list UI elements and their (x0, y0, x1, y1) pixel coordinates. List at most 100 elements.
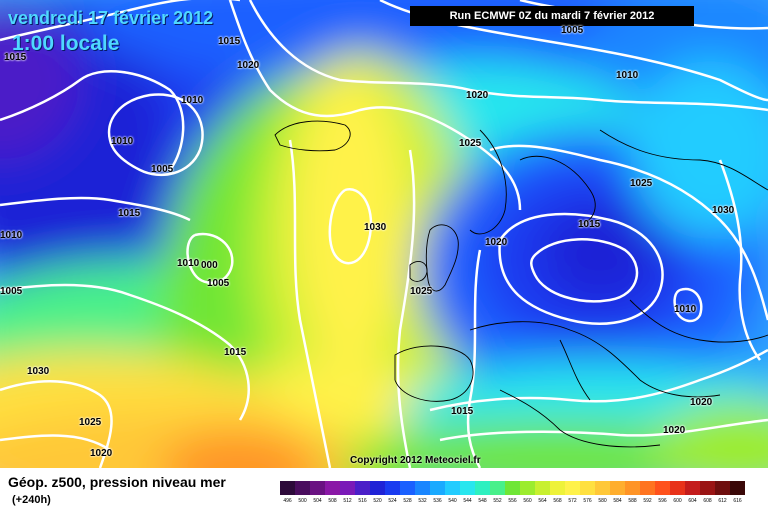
scale-tick-label: 612 (718, 498, 727, 504)
scale-tick-label: 568 (553, 498, 562, 504)
scale-swatch (325, 481, 340, 495)
copyright-notice: Copyright 2012 Meteociel.fr (350, 455, 481, 466)
scale-swatch (310, 481, 325, 495)
scale-swatch (415, 481, 430, 495)
scale-swatch (670, 481, 685, 495)
isobar-label: 1010 (674, 304, 697, 315)
scale-swatch (490, 481, 505, 495)
isobar-label: 1020 (90, 448, 113, 459)
isobar-label: 1015 (224, 347, 247, 358)
scale-swatch (610, 481, 625, 495)
scale-tick-label: 500 (298, 498, 307, 504)
scale-swatch (685, 481, 700, 495)
isobar-label: 1015 (578, 219, 601, 230)
scale-swatch (505, 481, 520, 495)
coastlines (274, 120, 768, 448)
scale-tick-label: 600 (673, 498, 682, 504)
scale-swatch (370, 481, 385, 495)
isobar-label: 1015 (451, 406, 474, 417)
scale-swatch (520, 481, 535, 495)
scale-tick-label: 596 (658, 498, 667, 504)
scale-swatch (625, 481, 640, 495)
isobar-label: 1020 (663, 425, 686, 436)
isobar-label: 1010 (111, 136, 134, 147)
isobar-label: 1005 (561, 25, 584, 36)
scale-swatch (475, 481, 490, 495)
scale-tick-label: 576 (583, 498, 592, 504)
scale-tick-label: 564 (538, 498, 547, 504)
scale-tick-label: 524 (388, 498, 397, 504)
scale-tick-label: 532 (418, 498, 427, 504)
scale-tick-label: 616 (733, 498, 742, 504)
scale-swatch (340, 481, 355, 495)
isobar-label: 1020 (485, 237, 508, 248)
isobar-label: 1005 (207, 278, 230, 289)
isobar-label: 1025 (630, 178, 653, 189)
scale-swatch (355, 481, 370, 495)
scale-tick-label: 608 (703, 498, 712, 504)
isobar-label: 1015 (4, 52, 27, 63)
scale-swatch (640, 481, 655, 495)
scale-swatch (730, 481, 745, 495)
isobar-label: 1020 (690, 397, 713, 408)
scale-tick-label: 516 (358, 498, 367, 504)
scale-tick-label: 592 (643, 498, 652, 504)
scale-swatch (565, 481, 580, 495)
isobar-label: 1025 (79, 417, 102, 428)
scale-swatch (460, 481, 475, 495)
isobar-label: 1020 (237, 60, 260, 71)
forecast-lead-time: (+240h) (12, 494, 51, 506)
isobar-label: 000 (201, 260, 218, 271)
isobar-label: 1010 (0, 230, 23, 241)
scale-swatch (700, 481, 715, 495)
isobar-label: 1010 (181, 95, 204, 106)
weather-map: vendredi 17 février 2012 1:00 locale Run… (0, 0, 768, 468)
scale-tick-label: 572 (568, 498, 577, 504)
isobar-label: 1020 (466, 90, 489, 101)
scale-tick-label: 548 (478, 498, 487, 504)
scale-tick-label: 496 (283, 498, 292, 504)
scale-tick-label: 580 (598, 498, 607, 504)
isobar-label: 1015 (118, 208, 141, 219)
scale-tick-label: 556 (508, 498, 517, 504)
scale-tick-label: 508 (328, 498, 337, 504)
scale-swatch (385, 481, 400, 495)
isobar-label: 1005 (151, 164, 174, 175)
isobar-label: 1015 (218, 36, 241, 47)
isobars (0, 0, 768, 468)
scale-tick-label: 604 (688, 498, 697, 504)
scale-swatch (445, 481, 460, 495)
isobar-label: 1010 (616, 70, 639, 81)
scale-tick-label: 588 (628, 498, 637, 504)
geopotential-field (0, 0, 768, 468)
scale-swatch (595, 481, 610, 495)
scale-tick-label: 536 (433, 498, 442, 504)
scale-swatch (550, 481, 565, 495)
scale-tick-label: 552 (493, 498, 502, 504)
isobar-label: 1030 (712, 205, 735, 216)
legend-bar: Géop. z500, pression niveau mer (+240h) … (0, 468, 768, 512)
scale-swatch (535, 481, 550, 495)
scale-tick-label: 544 (463, 498, 472, 504)
scale-tick-label: 520 (373, 498, 382, 504)
scale-swatch (400, 481, 415, 495)
scale-swatch (580, 481, 595, 495)
scale-swatch (430, 481, 445, 495)
scale-tick-label: 504 (313, 498, 322, 504)
isobar-label: 1030 (27, 366, 50, 377)
scale-tick-label: 584 (613, 498, 622, 504)
scale-tick-label: 540 (448, 498, 457, 504)
scale-swatch (295, 481, 310, 495)
isobar-label: 1025 (459, 138, 482, 149)
legend-title: Géop. z500, pression niveau mer (8, 474, 226, 490)
scale-tick-label: 512 (343, 498, 352, 504)
scale-tick-label: 560 (523, 498, 532, 504)
isobar-label: 1030 (364, 222, 387, 233)
forecast-date: vendredi 17 février 2012 (8, 8, 214, 28)
scale-swatch (280, 481, 295, 495)
isobar-label: 1025 (410, 286, 433, 297)
isobar-label: 1005 (0, 286, 23, 297)
forecast-local-time: 1:00 locale (12, 32, 120, 55)
scale-tick-label: 528 (403, 498, 412, 504)
